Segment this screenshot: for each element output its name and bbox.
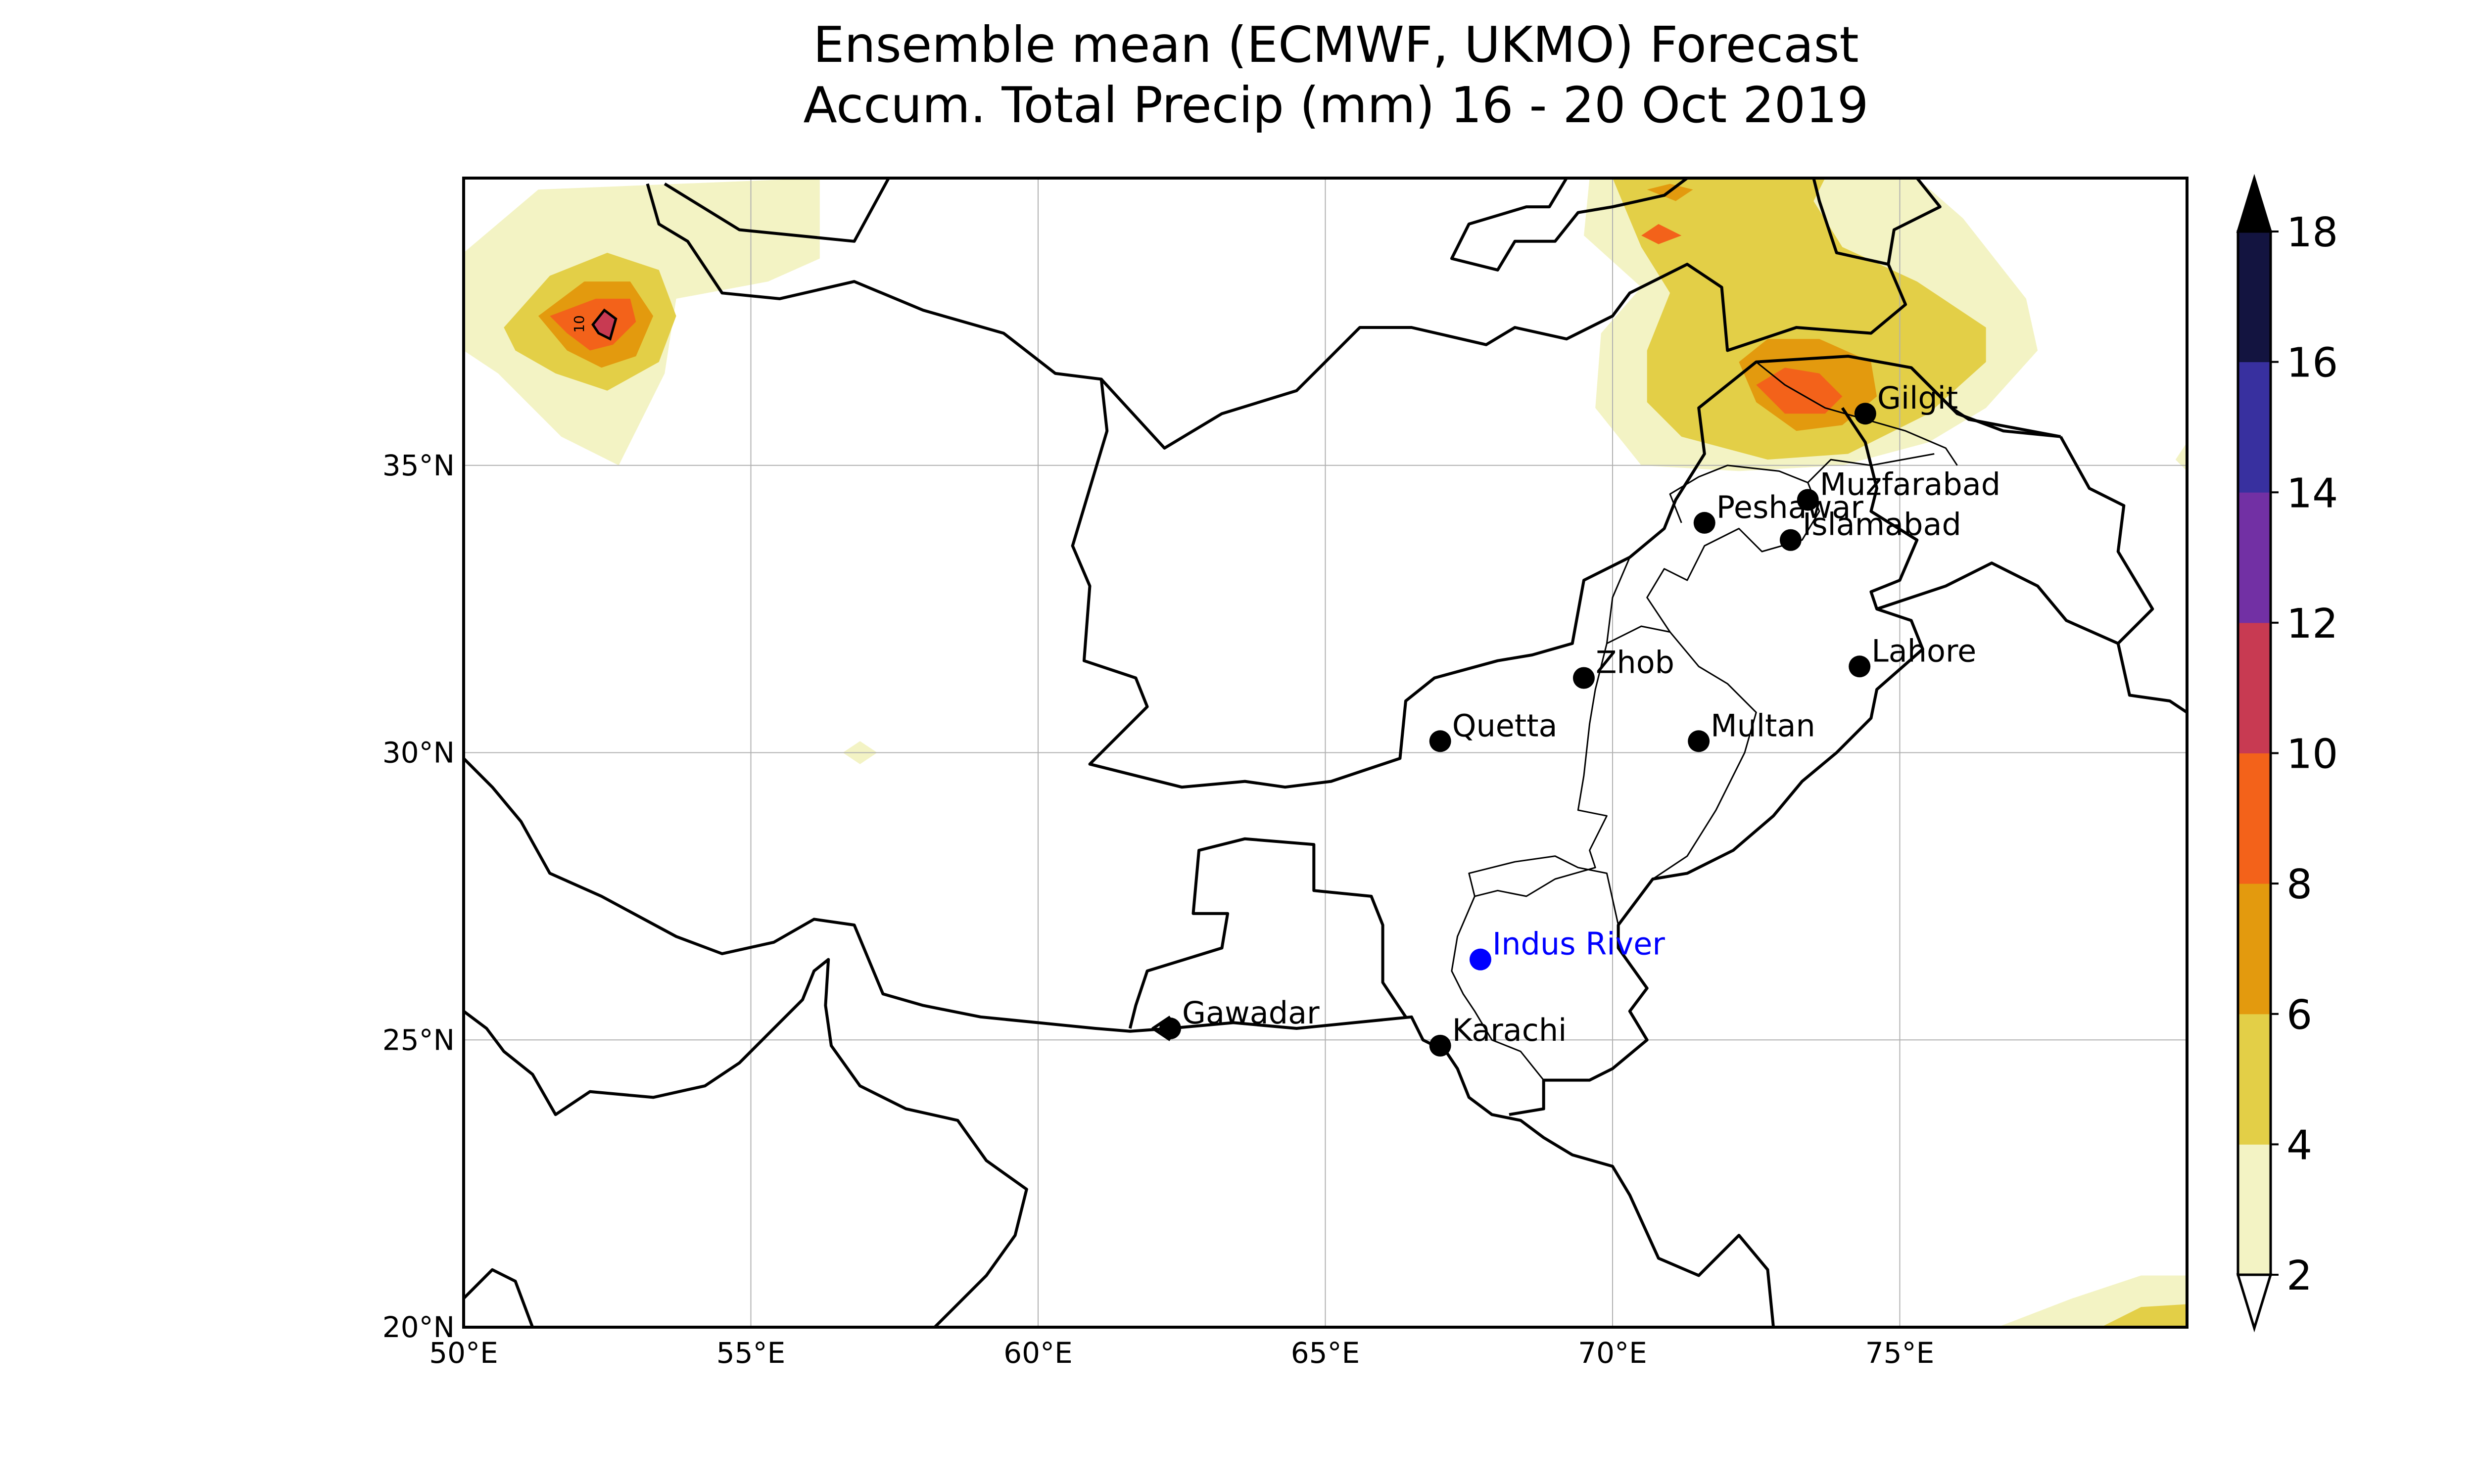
- city-peshawar[interactable]: Peshawar: [1693, 489, 1864, 534]
- city-label: Muzfarabad: [1820, 466, 2000, 502]
- colorbar-tick-label: 4: [2286, 1122, 2312, 1169]
- country-border-9: [1876, 561, 2119, 645]
- colorbar-tick-label: 10: [2286, 731, 2338, 778]
- precip-area-12: [2175, 442, 2187, 471]
- coastlines-borders: [464, 178, 2187, 1327]
- contour-line-10: [591, 308, 618, 341]
- colorbar-segment-12: [2238, 492, 2271, 623]
- city-marker: [1469, 948, 1491, 971]
- colorbar-tick-label: 12: [2286, 601, 2338, 648]
- province-border-1: [1606, 625, 1757, 880]
- map-frame: [462, 177, 2189, 1329]
- city-gawadar[interactable]: Gawadar: [1159, 995, 1320, 1040]
- city-zhob[interactable]: Zhob: [1572, 645, 1674, 689]
- country-border-3: [1450, 178, 1688, 272]
- city-label: Peshawar: [1716, 489, 1864, 525]
- country-border-6: [2059, 436, 2187, 714]
- city-lahore[interactable]: Lahore: [1849, 633, 1976, 678]
- colorbar-extend-max: [2236, 174, 2273, 233]
- coastline-3: [464, 1268, 534, 1327]
- province-border-2: [1468, 855, 1619, 926]
- colorbar-tick-label: 18: [2286, 209, 2338, 256]
- province-border-3: [1646, 464, 1820, 633]
- city-label: Lahore: [1871, 633, 1976, 669]
- city-label: Zhob: [1596, 645, 1674, 681]
- province-border-0: [1451, 557, 1631, 1081]
- precip-area-7: [1613, 178, 1986, 460]
- country-border-8: [1509, 407, 1924, 1116]
- country-border-0: [646, 183, 2061, 789]
- country-border-2: [1100, 178, 1907, 450]
- city-label: Gilgit: [1877, 380, 1958, 416]
- colorbar-segment-10: [2238, 622, 2271, 753]
- colorbar-extend-min: [2236, 1273, 2273, 1333]
- colorbar-segment-8: [2238, 753, 2271, 884]
- colorbar-segment-14: [2238, 362, 2271, 493]
- city-gilgit[interactable]: Gilgit: [1854, 380, 1958, 425]
- colorbar-tick-label: 2: [2286, 1252, 2312, 1299]
- colorbar-tick-label: 16: [2286, 340, 2338, 387]
- city-multan[interactable]: Multan: [1688, 707, 1815, 752]
- city-marker: [1797, 489, 1819, 511]
- colorbar-tick-label: 6: [2286, 992, 2312, 1039]
- city-quetta[interactable]: Quetta: [1429, 707, 1558, 752]
- city-label: Gawadar: [1182, 995, 1320, 1031]
- city-marker: [1429, 730, 1451, 752]
- city-label: Indus River: [1492, 926, 1665, 962]
- colorbar-tick-label: 14: [2286, 470, 2338, 517]
- coastline-1: [464, 757, 1775, 1327]
- lon-tick-label: 65°E: [1291, 1336, 1360, 1370]
- title-line-1: Ensemble mean (ECMWF, UKMO) Forecast: [813, 16, 1859, 74]
- colorbar-tick-label: 8: [2286, 861, 2312, 908]
- country-border-4: [1887, 178, 1942, 265]
- lon-tick-label: 70°E: [1578, 1336, 1647, 1370]
- city-marker: [1849, 655, 1871, 678]
- title-line-2: Accum. Total Precip (mm) 16 - 20 Oct 201…: [803, 76, 1869, 134]
- contour-labels: 10: [571, 315, 587, 333]
- city-marker: [1429, 1034, 1451, 1057]
- lon-tick-label: 55°E: [716, 1336, 785, 1370]
- colorbar-segment-2: [2238, 1144, 2271, 1275]
- country-border-7: [1910, 367, 2061, 438]
- colorbar-segment-4: [2238, 1014, 2271, 1145]
- map-title: Ensemble mean (ECMWF, UKMO) Forecast Acc…: [0, 15, 2474, 136]
- colorbar-segment-6: [2238, 883, 2271, 1015]
- country-border-5: [1128, 837, 1407, 1029]
- contour-label: 10: [571, 315, 587, 333]
- city-karachi[interactable]: Karachi: [1429, 1012, 1567, 1057]
- city-label: Karachi: [1452, 1012, 1567, 1048]
- lon-tick-label: 75°E: [1865, 1336, 1934, 1370]
- lat-tick-label: 30°N: [382, 736, 455, 770]
- city-marker: [1693, 511, 1715, 534]
- map-axes: 50°E 55°E 60°E 65°E 70°E 75°E 20°N 25°N 30°N 35°N: [382, 449, 1934, 1370]
- city-marker: [1779, 529, 1802, 551]
- city-marker: [1572, 667, 1595, 689]
- precip-area-14: [2100, 1304, 2187, 1327]
- precip-area-11: [1641, 224, 1682, 244]
- lat-tick-label: 35°N: [382, 449, 455, 482]
- lon-tick-label: 60°E: [1003, 1336, 1072, 1370]
- coastline-0: [464, 958, 1028, 1327]
- city-marker: [1688, 730, 1710, 752]
- city-label: Quetta: [1452, 707, 1558, 743]
- province-border-5: [1807, 453, 1935, 483]
- city-indus-river[interactable]: Indus River: [1469, 926, 1665, 971]
- lat-tick-label: 25°N: [382, 1023, 455, 1057]
- country-border-1: [664, 178, 890, 243]
- city-muzfarabad[interactable]: Muzfarabad: [1797, 466, 2000, 511]
- lon-tick-label: 50°E: [429, 1336, 498, 1370]
- city-marker: [1854, 403, 1876, 425]
- colorbar-segment-16: [2238, 232, 2271, 363]
- lat-tick-label: 20°N: [382, 1310, 455, 1344]
- graticule: [464, 178, 2187, 1327]
- city-marker: [1159, 1018, 1182, 1040]
- city-label: Islamabad: [1803, 507, 1961, 543]
- colorbar: 2 4 6 8 10 12 14 16 18: [2236, 174, 2338, 1333]
- city-label: Multan: [1711, 707, 1815, 743]
- city-islamabad[interactable]: Islamabad: [1779, 507, 1961, 551]
